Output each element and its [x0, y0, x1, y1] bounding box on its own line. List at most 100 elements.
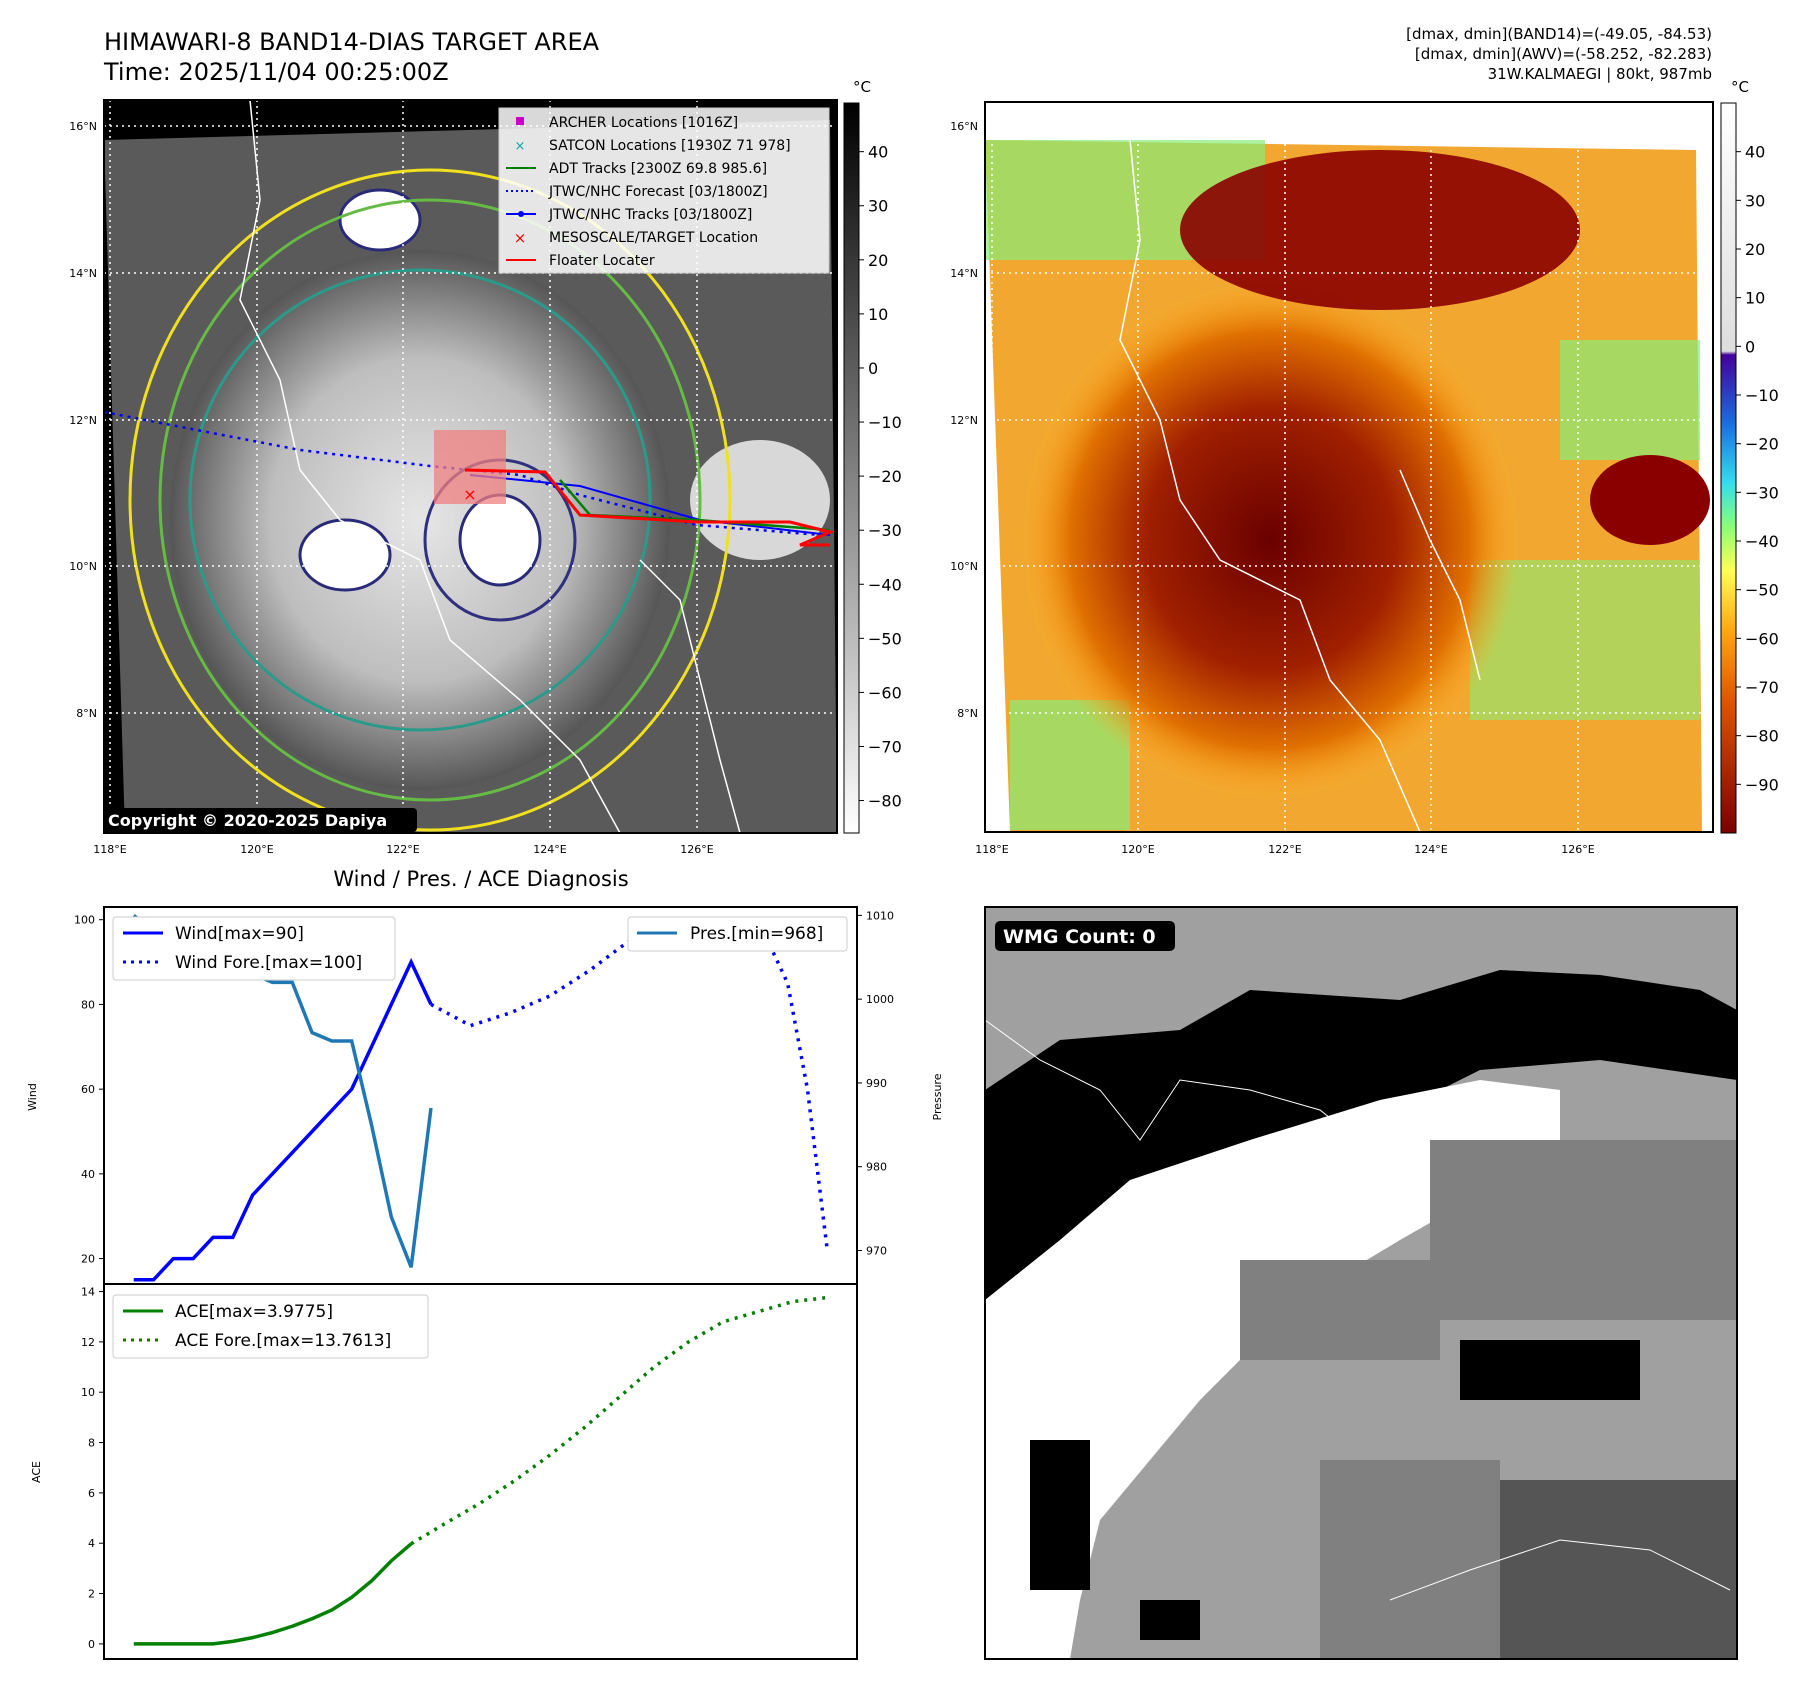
pres-legend: Pres.[min=968]: [690, 924, 823, 944]
ace-ytick-label-4: 8: [88, 1437, 95, 1450]
wind-pressure-chart: Wind Pressure 20 40 60 80 100 970 980 990 1000 10…: [26, 906, 944, 1285]
ace-ytick-label-3: 6: [88, 1487, 95, 1500]
awv-map-frame: [984, 101, 1714, 833]
wmg-black-strip: [1030, 1440, 1090, 1590]
map-legend: ARCHER Locations [1016Z] × SATCON Locati…: [498, 107, 830, 274]
ace-ytick-label-5: 10: [81, 1386, 95, 1399]
color-colorbar-tick-label-5: −10: [1745, 386, 1779, 405]
info-awv: [dmax, dmin](AWV)=(-58.252, -82.283): [1415, 45, 1712, 63]
copyright-box: [104, 808, 417, 832]
wmg-panel: WMG Count: 0: [984, 906, 1738, 1660]
ir-map-panel: × ARCHER Locations [1016Z] × SATCON Loca…: [103, 99, 838, 834]
ir-cold-top-3: [338, 188, 422, 252]
ace-chart: ACE 0 2 4 6 8 10 12 14 ACE[max=3.9775] ACE Fore…: [30, 1283, 858, 1660]
jtwc-track: [469, 474, 831, 536]
wind-fore-legend: Wind Fore.[max=100]: [175, 953, 362, 973]
color-colorbar-tick-label-11: −70: [1745, 678, 1779, 697]
ace-ytick-label-7: 14: [81, 1286, 95, 1299]
awv-map-panel: [984, 101, 1714, 833]
wind-ytick-label-1: 40: [81, 1168, 95, 1181]
wind-legend-box: [112, 916, 396, 981]
awv-moist-region-east: [1560, 340, 1700, 460]
floater-box: [434, 430, 506, 504]
awv-storm-core: [1020, 280, 1520, 800]
ir-lon-118: 118°E: [93, 843, 126, 856]
ace-ytick-label-2: 4: [88, 1537, 95, 1550]
legend-tracks-dot: [518, 211, 524, 217]
legend-box: [498, 107, 830, 274]
wmg-white-band: [985, 1080, 1560, 1659]
legend-floater: Floater Locater: [549, 253, 655, 269]
ir-cold-top-1: [298, 518, 392, 592]
gray-colorbar-unit: °C: [853, 78, 871, 96]
wmg-gray-block-2: [1240, 1260, 1440, 1360]
ir-lat-16: 16°N: [69, 120, 97, 133]
wmg-black-blob: [1460, 1340, 1640, 1400]
wind-ytick-label-4: 100: [74, 914, 95, 927]
pres-ytick-label-2: 990: [866, 1077, 887, 1090]
pressure-ylabel: Pressure: [931, 1073, 944, 1120]
awv-lon-124: 124°E: [1414, 843, 1447, 856]
awv-dry-band-east: [1590, 455, 1710, 545]
awv-coastline-2: [1399, 469, 1481, 681]
ir-lat-12: 12°N: [69, 414, 97, 427]
wmg-black-blob-2: [1140, 1600, 1200, 1640]
legend-archer-marker: [516, 117, 524, 125]
wind-ytick-label-2: 60: [81, 1083, 95, 1096]
ir-lat-10: 10°N: [69, 560, 97, 573]
ir-grid: [104, 100, 837, 833]
color-colorbar-ramp: [1720, 102, 1737, 834]
gray-colorbar-tick-label-5: −10: [868, 413, 902, 432]
legend-target: MESOSCALE/TARGET Location: [549, 230, 758, 246]
wmg-label-box: [995, 921, 1175, 951]
ir-map-frame: [103, 99, 838, 834]
ir-lon-126: 126°E: [680, 843, 713, 856]
legend-tracks: JTWC/NHC Tracks [03/1800Z]: [548, 207, 752, 223]
gray-colorbar-tick-label-0: 40: [868, 143, 888, 162]
ace-fore-legend: ACE Fore.[max=13.7613]: [175, 1331, 391, 1351]
series-ace-line: [133, 1542, 413, 1646]
ir-lon-120: 120°E: [240, 843, 273, 856]
color-colorbar-unit: °C: [1731, 78, 1749, 96]
wmg-gray-block-1: [1430, 1140, 1737, 1320]
pres-ytick-label-4: 1010: [866, 909, 894, 922]
legend-adt: ADT Tracks [2300Z 69.8 985.6]: [549, 161, 767, 177]
color-colorbar-tick-label-7: −30: [1745, 483, 1779, 502]
gray-colorbar-tick-label-1: 30: [868, 197, 888, 216]
floater-locater: [464, 468, 835, 547]
color-colorbar-tick-label-9: −50: [1745, 581, 1779, 600]
color-colorbar-tick-label-1: 30: [1745, 191, 1765, 210]
wmg-count: WMG Count: 0: [1003, 926, 1156, 948]
gray-colorbar-tick-label-3: 10: [868, 305, 888, 324]
color-colorbar-tick-label-13: −90: [1745, 775, 1779, 794]
figure-title: HIMAWARI-8 BAND14-DIAS TARGET AREA: [104, 28, 600, 56]
gray-colorbar-ramp: [843, 102, 860, 834]
awv-lon-122: 122°E: [1268, 843, 1301, 856]
series-windline: [133, 957, 433, 1282]
color-colorbar-tick-label-2: 20: [1745, 240, 1765, 259]
ir-cloud-mass: [170, 250, 670, 790]
awv-coastline: [1119, 139, 1421, 833]
info-storm: 31W.KALMAEGI | 80kt, 987mb: [1488, 65, 1712, 83]
legend-forecast: JTWC/NHC Forecast [03/1800Z]: [548, 184, 768, 200]
color-colorbar-tick-label-10: −60: [1745, 629, 1779, 648]
ir-cold-top-2: [458, 493, 542, 587]
wind-ytick-label-3: 80: [81, 998, 95, 1011]
awv-lat-10: 10°N: [950, 560, 978, 573]
awv-map-axes: 16°N 14°N 12°N 10°N 8°N 118°E 120°E 122°…: [950, 120, 1595, 856]
wmg-coastline-2: [1389, 1539, 1731, 1601]
color-colorbar-tick-label-3: 10: [1745, 289, 1765, 308]
color-colorbar-tick-label-4: 0: [1745, 337, 1755, 356]
diag-title: Wind / Pres. / ACE Diagnosis: [333, 867, 628, 891]
gray-colorbar-tick-label-9: −50: [868, 629, 902, 648]
pres-ytick-label-0: 970: [866, 1244, 887, 1257]
color-colorbar-tick-label-0: 40: [1745, 143, 1765, 162]
awv-lat-12: 12°N: [950, 414, 978, 427]
legend-archer: ARCHER Locations [1016Z]: [549, 115, 738, 131]
awv-lon-126: 126°E: [1561, 843, 1594, 856]
coastline: [239, 99, 621, 834]
gray-colorbar-ticks: 40 30 20 10 0 −10 −20 −30 −40 −50 −60 −70 −80: [859, 143, 902, 811]
wind-ytick-label-0: 20: [81, 1253, 95, 1266]
gray-colorbar-tick-label-7: −30: [868, 521, 902, 540]
ace-ytick-label-6: 12: [81, 1336, 95, 1349]
